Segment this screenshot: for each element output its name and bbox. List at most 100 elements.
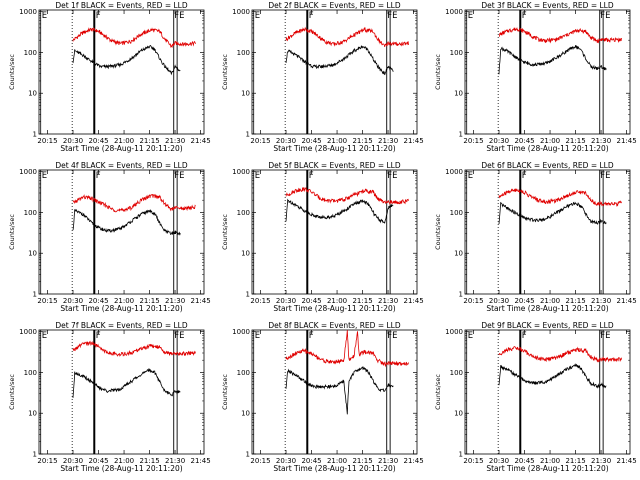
marker-label: FE <box>387 331 397 341</box>
x-tick-label: 20:15 <box>463 297 483 305</box>
events-series-line <box>285 198 394 224</box>
lld-series-line <box>498 345 622 363</box>
marker-label: E <box>468 11 473 21</box>
plot-frame <box>464 169 631 295</box>
x-tick-label: 20:30 <box>63 297 83 305</box>
x-tick-label: 20:15 <box>250 297 270 305</box>
lld-series-line <box>498 27 622 44</box>
x-tick-label: 21:30 <box>165 457 185 465</box>
y-tick-label: 10 <box>241 250 250 258</box>
events-series-line <box>72 45 181 76</box>
x-tick-label: 21:15 <box>139 297 159 305</box>
y-tick-label: 100 <box>24 49 37 57</box>
x-tick-label: 21:15 <box>352 297 372 305</box>
marker-label: E <box>42 331 47 341</box>
x-tick-label: 21:30 <box>591 297 611 305</box>
marker-label: FE <box>174 171 184 181</box>
x-tick-label: 21:30 <box>378 137 398 145</box>
marker-label: E <box>468 171 473 181</box>
y-tick-label: 1000 <box>445 8 463 16</box>
y-tick-label: 1 <box>246 451 250 459</box>
x-tick-label: 20:45 <box>301 457 321 465</box>
lld-series-line <box>72 340 196 357</box>
x-axis-label: Start Time (28-Aug-11 20:11:20) <box>60 144 182 153</box>
x-tick-label: 21:15 <box>565 457 585 465</box>
y-axis-label: Counts/sec <box>434 374 442 410</box>
marker-label: FE <box>387 171 397 181</box>
marker-label: E <box>42 11 47 21</box>
events-series-line <box>285 366 394 415</box>
lld-series-line <box>285 187 409 205</box>
lld-series-line <box>72 27 196 48</box>
events-series-line <box>498 363 607 389</box>
x-tick-label: 20:30 <box>489 457 509 465</box>
x-tick-label: 20:30 <box>276 137 296 145</box>
marker-label: FE <box>600 331 610 341</box>
lld-series-line <box>285 330 409 368</box>
y-tick-label: 100 <box>237 369 250 377</box>
y-tick-label: 1000 <box>232 168 250 176</box>
plot-frame <box>251 169 418 295</box>
x-tick-label: 20:15 <box>37 457 57 465</box>
y-tick-label: 1000 <box>19 328 37 336</box>
panel-title: Det 7f BLACK = Events, RED = LLD <box>55 321 188 330</box>
y-tick-label: 1 <box>459 131 463 139</box>
y-tick-label: 1 <box>33 131 37 139</box>
x-tick-label: 20:30 <box>276 457 296 465</box>
x-tick-label: 21:30 <box>378 457 398 465</box>
x-tick-label: 21:00 <box>540 457 560 465</box>
y-axis-label: Counts/sec <box>8 214 16 250</box>
plot-frame <box>464 9 631 135</box>
x-tick-label: 21:30 <box>591 137 611 145</box>
x-tick-label: 20:15 <box>250 137 270 145</box>
x-tick-label: 21:45 <box>404 297 424 305</box>
panel-plot: Det 5f BLACK = Events, RED = LLD 1 10 100 10… <box>221 161 424 313</box>
x-tick-label: 21:45 <box>191 297 211 305</box>
x-tick-label: 21:00 <box>114 297 134 305</box>
panel-plot: Det 8f BLACK = Events, RED = LLD 1 10 100 10… <box>221 321 424 473</box>
x-tick-label: 20:45 <box>88 137 108 145</box>
x-tick-label: 21:00 <box>540 297 560 305</box>
y-axis-label: Counts/sec <box>221 214 229 250</box>
x-tick-label: 20:15 <box>463 457 483 465</box>
y-tick-label: 100 <box>450 209 463 217</box>
panel-title: Det 8f BLACK = Events, RED = LLD <box>268 321 401 330</box>
x-tick-label: 20:30 <box>63 457 83 465</box>
x-tick-label: 21:15 <box>139 457 159 465</box>
marker-label: FE <box>174 11 184 21</box>
x-axis-label: Start Time (28-Aug-11 20:11:20) <box>273 304 395 313</box>
plot-frame <box>38 329 205 455</box>
panel-plot: Det 1f BLACK = Events, RED = LLD 1 10 100 10… <box>8 1 211 153</box>
x-tick-label: 20:45 <box>514 137 534 145</box>
y-axis-label: Counts/sec <box>434 54 442 90</box>
marker-label: FE <box>600 171 610 181</box>
events-series-line <box>72 208 181 236</box>
y-tick-label: 10 <box>28 250 37 258</box>
y-axis-label: Counts/sec <box>221 374 229 410</box>
marker-label: F <box>522 11 527 21</box>
x-tick-label: 21:00 <box>540 137 560 145</box>
panel-title: Det 3f BLACK = Events, RED = LLD <box>481 1 614 10</box>
detector-panel: Det 1f BLACK = Events, RED = LLD 1 10 100 10… <box>0 0 213 160</box>
x-tick-label: 21:15 <box>352 137 372 145</box>
x-tick-label: 21:00 <box>114 137 134 145</box>
y-tick-label: 10 <box>28 90 37 98</box>
panel-plot: Det 6f BLACK = Events, RED = LLD 1 10 100 10… <box>434 161 637 313</box>
x-tick-label: 21:00 <box>327 137 347 145</box>
marker-label: F <box>522 171 527 181</box>
panel-title: Det 4f BLACK = Events, RED = LLD <box>55 161 188 170</box>
y-axis-label: Counts/sec <box>434 214 442 250</box>
detector-panel: Det 2f BLACK = Events, RED = LLD 1 10 100 10… <box>213 0 426 160</box>
x-tick-label: 20:45 <box>514 297 534 305</box>
y-tick-label: 100 <box>450 369 463 377</box>
lld-series-line <box>498 188 622 207</box>
lld-series-line <box>72 193 196 213</box>
plot-frame <box>464 329 631 455</box>
marker-label: E <box>255 331 260 341</box>
panel-title: Det 9f BLACK = Events, RED = LLD <box>481 321 614 330</box>
x-tick-label: 21:45 <box>617 137 637 145</box>
y-tick-label: 1000 <box>445 168 463 176</box>
x-tick-label: 21:30 <box>165 297 185 305</box>
x-axis-label: Start Time (28-Aug-11 20:11:20) <box>273 144 395 153</box>
x-tick-label: 20:15 <box>463 137 483 145</box>
